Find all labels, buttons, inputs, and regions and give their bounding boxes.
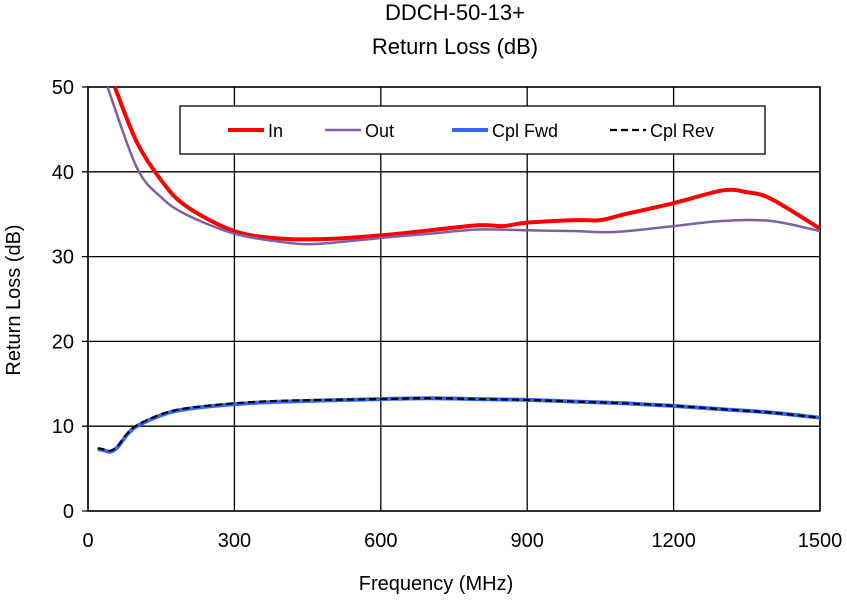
x-tick-label: 1500	[798, 530, 843, 552]
legend-label: Cpl Fwd	[492, 121, 558, 141]
series-line-cpl-rev	[97, 397, 821, 452]
y-tick-label: 20	[52, 331, 74, 353]
legend-label: Cpl Rev	[650, 121, 714, 141]
y-tick-label: 40	[52, 162, 74, 184]
x-tick-label: 900	[511, 530, 544, 552]
series-line-out	[106, 86, 821, 246]
series-line-in	[112, 86, 822, 242]
chart-subtitle: Return Loss (dB)	[372, 34, 538, 59]
x-tick-label: 1200	[651, 530, 696, 552]
legend-label: In	[268, 121, 283, 141]
y-axis-label: Return Loss (dB)	[3, 224, 25, 375]
x-tick-label: 300	[218, 530, 251, 552]
y-tick-label: 50	[52, 77, 74, 99]
x-tick-label: 600	[364, 530, 397, 552]
chart-title: DDCH-50-13+	[385, 0, 525, 25]
y-tick-label: 0	[63, 501, 74, 523]
legend-label: Out	[365, 121, 394, 141]
y-tick-label: 30	[52, 247, 74, 269]
x-axis-label: Frequency (MHz)	[359, 573, 513, 595]
y-tick-label: 10	[52, 416, 74, 438]
plot-area	[87, 86, 821, 512]
x-tick-label: 0	[82, 530, 93, 552]
